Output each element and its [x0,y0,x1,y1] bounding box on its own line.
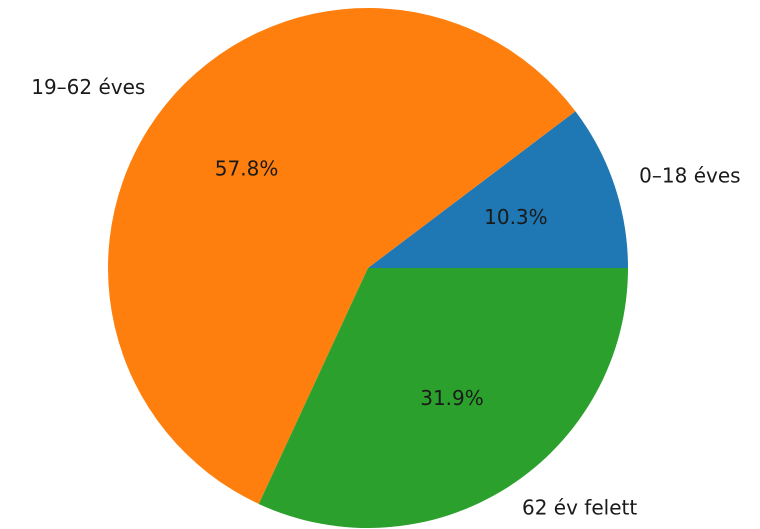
slice-label-0: 0–18 éves [639,164,740,188]
slice-pct-label-2: 31.9% [420,386,484,410]
pie-slice-2 [258,268,628,528]
pie-labels: 0–18 éves 10.3% 19–62 éves 57.8% 62 év felet… [31,75,740,520]
pie-slices [107,8,628,528]
slice-pct-label-0: 10.3% [484,205,548,229]
pie-slice-1 [107,8,576,504]
pie-slice-0 [368,111,628,269]
slice-label-2: 62 év felett [522,495,637,519]
slice-pct-label-1: 57.8% [215,157,279,181]
slice-label-1: 19–62 éves [31,75,145,99]
